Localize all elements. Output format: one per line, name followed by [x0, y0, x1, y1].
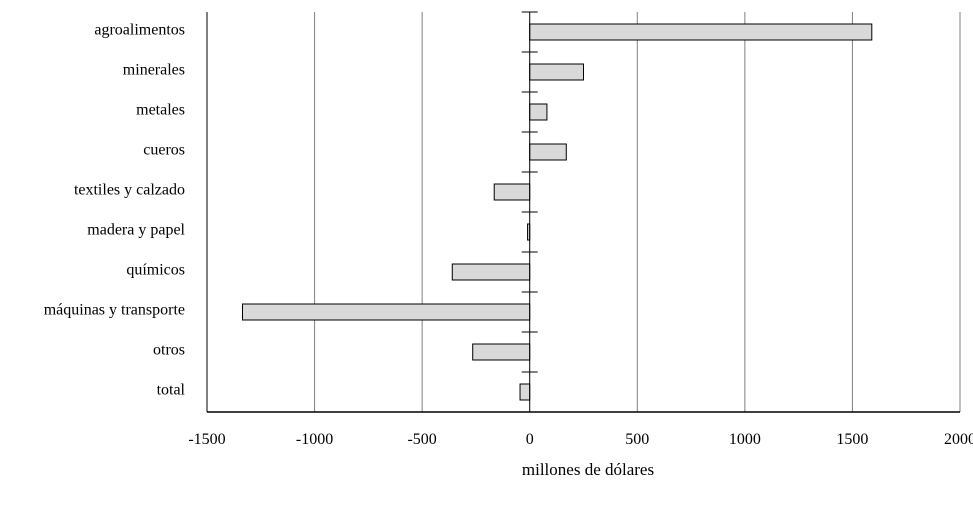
category-label: metales: [136, 102, 185, 119]
category-label: textiles y calzado: [74, 182, 185, 199]
category-label: total: [157, 382, 186, 399]
bar-minerales: [529, 63, 585, 81]
labels: -1500 -1000 -500 0 500 1000 1500 2000 agroalimen…: [44, 22, 973, 448]
x-tick-label: 1500: [836, 431, 868, 448]
x-tick-label: -1000: [296, 431, 333, 448]
x-tick-label: 1000: [729, 431, 761, 448]
x-tick-label: 2000: [944, 431, 973, 448]
axes: [206, 11, 961, 413]
x-tick-label: 500: [625, 431, 649, 448]
category-label: cueros: [143, 142, 185, 159]
category-label: máquinas y transporte: [44, 302, 185, 319]
bar-agroalimentos: [529, 23, 873, 41]
bar-metales: [529, 103, 548, 121]
bar-máquinas-y-transporte: [241, 303, 531, 321]
category-label: químicos: [126, 262, 185, 279]
bar-químicos: [451, 263, 531, 281]
bar-cueros: [529, 143, 567, 161]
bar-otros: [472, 343, 531, 361]
x-axis-title: millones de dólares: [522, 460, 654, 479]
x-tick-label: 0: [526, 431, 534, 448]
category-label: minerales: [123, 62, 185, 79]
category-label: agroalimentos: [94, 22, 185, 39]
bars: [241, 23, 873, 401]
x-tick-label: -500: [407, 431, 436, 448]
bar-total: [519, 383, 531, 401]
bar-textiles-y-calzado: [493, 183, 531, 201]
category-label: madera y papel: [87, 222, 185, 239]
category-label: otros: [153, 342, 185, 359]
gridlines: [314, 12, 853, 412]
x-tick-label: -1500: [188, 431, 225, 448]
